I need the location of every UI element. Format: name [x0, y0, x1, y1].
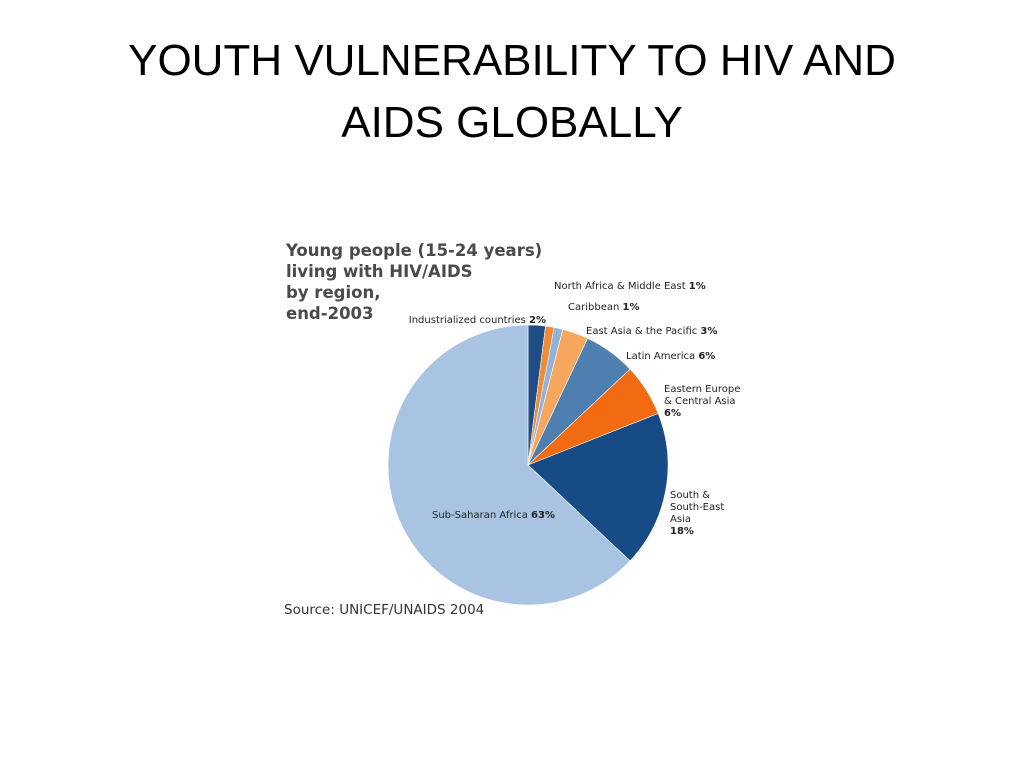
slide-title-line-1: YOUTH VULNERABILITY TO HIV AND	[128, 36, 896, 85]
pie-label-north-africa-and-middle-east: North Africa & Middle East 1%	[554, 281, 706, 292]
chart-title: Young people (15-24 years) living with H…	[286, 240, 542, 324]
slide-title-line-2: AIDS GLOBALLY	[341, 98, 683, 147]
pie-label-industrialized-countries: Industrialized countries 2%	[409, 315, 546, 326]
pie-slice-south-and-south-east-asia	[527, 413, 669, 562]
chart-title-line-2: living with HIV/AIDS	[286, 262, 473, 281]
pie-label-caribbean: Caribbean 1%	[568, 302, 639, 313]
chart-title-line-4: end-2003	[286, 304, 374, 323]
chart-title-line-1: Young people (15-24 years)	[286, 241, 543, 260]
pie-label-south-and-south-east-asia: South & South-East Asia 18%	[670, 490, 724, 537]
pie-labels: Industrialized countries 2% North Africa …	[409, 281, 741, 537]
pie-slices	[387, 324, 669, 606]
pie-label-latin-america: Latin America 6%	[626, 351, 715, 362]
pie-chart: Industrialized countries 2% North Africa …	[387, 281, 741, 606]
chart-figure: Industrialized countries 2% North Africa …	[270, 228, 770, 638]
pie-slice-sub-saharan-africa	[387, 324, 631, 606]
pie-label-sub-saharan-africa: Sub-Saharan Africa 63%	[432, 510, 555, 521]
pie-label-east-asia-and-the-pacific: East Asia & the Pacific 3%	[586, 326, 717, 337]
chart-source: Source: UNICEF/UNAIDS 2004	[284, 602, 485, 618]
chart-title-line-3: by region,	[286, 283, 381, 302]
slide-title: YOUTH VULNERABILITY TO HIV AND AIDS GLOB…	[40, 30, 984, 154]
pie-label-eastern-europe-and-central-asia: Eastern Europe & Central Asia 6%	[664, 384, 740, 419]
